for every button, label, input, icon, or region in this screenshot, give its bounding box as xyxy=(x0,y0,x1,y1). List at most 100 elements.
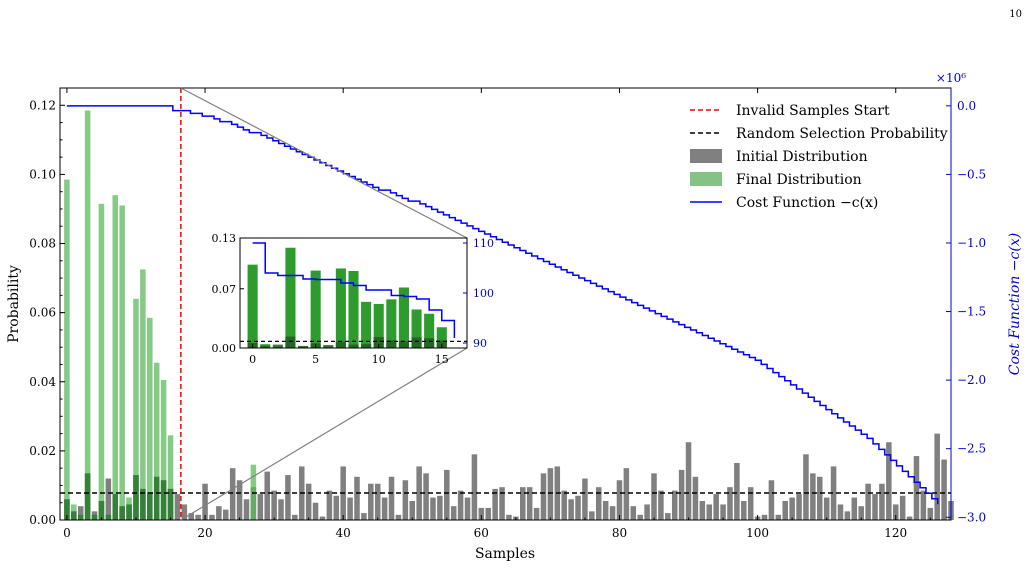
initial-bar xyxy=(720,504,726,520)
y2-tick-label: −1.0 xyxy=(957,236,986,250)
initial-bar xyxy=(727,487,733,520)
initial-bar xyxy=(803,454,809,520)
initial-bar xyxy=(768,480,775,520)
y2-tick-label: −3.0 xyxy=(957,510,986,524)
initial-bar xyxy=(892,504,899,520)
initial-bar xyxy=(830,466,837,520)
final-bar xyxy=(133,298,139,520)
y2-axis-title: Cost Function −c(x) xyxy=(1007,233,1023,375)
legend-label: Random Selection Probability xyxy=(736,126,948,142)
y-tick-label: 0.02 xyxy=(29,444,56,458)
inset-final-bar xyxy=(361,301,372,348)
initial-bar xyxy=(913,456,920,520)
initial-bar xyxy=(595,487,602,520)
inset-y-tick-label: 0.00 xyxy=(212,342,237,355)
initial-bar xyxy=(699,500,706,520)
initial-bar xyxy=(347,497,353,520)
initial-bar xyxy=(457,490,464,520)
initial-bar xyxy=(361,513,367,520)
overlap-bar xyxy=(77,514,84,520)
inset-final-bar xyxy=(335,268,346,348)
initial-bar xyxy=(374,483,381,520)
initial-bar xyxy=(381,497,388,520)
initial-bar xyxy=(437,495,443,520)
initial-bar xyxy=(865,483,871,520)
overlap-bar xyxy=(64,499,70,520)
final-bar xyxy=(147,317,153,520)
initial-bar xyxy=(492,488,498,520)
legend-label: Final Distribution xyxy=(736,172,862,188)
initial-bar xyxy=(899,495,906,520)
initial-bar xyxy=(236,480,243,520)
inset-final-bar xyxy=(436,327,447,348)
initial-bar xyxy=(526,487,533,520)
initial-bar xyxy=(305,483,312,520)
x-tick-label: 0 xyxy=(63,526,71,540)
initial-bar xyxy=(761,514,768,520)
initial-bar xyxy=(568,499,574,520)
initial-bar xyxy=(471,454,478,520)
y-tick-label: 0.06 xyxy=(29,306,56,320)
y-axis-right: 0.0 −0.5 −1.0 −1.5 −2.0 −2.5 −3.0 xyxy=(946,88,986,524)
initial-bar xyxy=(941,459,947,520)
inset-initial-bar xyxy=(361,344,372,348)
final-bar xyxy=(112,195,119,521)
y-tick-label: 0.12 xyxy=(29,98,56,112)
initial-bar xyxy=(623,468,630,520)
initial-bar xyxy=(195,514,201,520)
x-tick-label: 120 xyxy=(884,526,907,540)
overlap-bar xyxy=(133,475,139,520)
initial-bar xyxy=(665,513,671,520)
overlap-bar xyxy=(119,506,125,520)
initial-bar xyxy=(906,516,913,520)
initial-bar xyxy=(602,500,609,520)
inset-x-tick-label: 10 xyxy=(372,353,386,366)
overlap-bar xyxy=(84,473,91,520)
y-tick-label: 0.04 xyxy=(29,375,56,389)
x-tick-label: 40 xyxy=(336,526,351,540)
initial-bar xyxy=(879,483,885,520)
initial-bar xyxy=(216,506,222,520)
inset-initial-bar xyxy=(398,341,409,348)
initial-bar xyxy=(77,506,84,520)
inset-cost-line xyxy=(252,242,456,338)
inset-y-tick-label: 0.07 xyxy=(212,283,237,296)
inset-initial-bar xyxy=(411,337,422,348)
y2-tick-label: 0.0 xyxy=(957,99,976,113)
inset-y2-tick-label: 100 xyxy=(473,287,494,300)
initial-bar xyxy=(285,475,291,520)
y-tick-label: 0.08 xyxy=(29,237,56,251)
inset-initial-bar xyxy=(335,341,346,348)
y2-tick-label: −0.5 xyxy=(957,167,986,181)
zoom-line-top xyxy=(180,87,468,239)
page-number: 10 xyxy=(1009,9,1022,20)
initial-bar xyxy=(589,511,595,520)
overlap-bar xyxy=(98,500,105,520)
initial-bar xyxy=(105,478,112,520)
initial-bar xyxy=(540,473,547,520)
inset-final-bar xyxy=(424,313,435,348)
initial-bar xyxy=(520,487,526,520)
inset-final-bar xyxy=(386,299,397,348)
y2-tick-label: −2.5 xyxy=(957,442,986,456)
overlap-bar xyxy=(153,476,160,520)
initial-bar xyxy=(927,507,934,520)
initial-bar xyxy=(630,506,637,520)
final-bar xyxy=(160,380,167,520)
legend-label: Initial Distribution xyxy=(736,149,868,165)
initial-bar xyxy=(747,487,754,520)
initial-bar xyxy=(609,506,616,520)
cost-function-line xyxy=(66,105,939,505)
initial-bar xyxy=(837,504,844,520)
inset-initial-bar xyxy=(386,340,397,348)
inset-initial-bar xyxy=(285,336,296,348)
initial-bar xyxy=(395,514,402,520)
overlap-bar xyxy=(147,492,153,520)
initial-bar xyxy=(506,514,512,520)
inset-initial-bar xyxy=(298,345,309,348)
initial-bar xyxy=(658,490,664,520)
initial-bar xyxy=(533,507,540,520)
y2-tick-label: −2.0 xyxy=(957,373,986,387)
initial-bar xyxy=(713,494,719,520)
initial-bar xyxy=(685,442,692,520)
